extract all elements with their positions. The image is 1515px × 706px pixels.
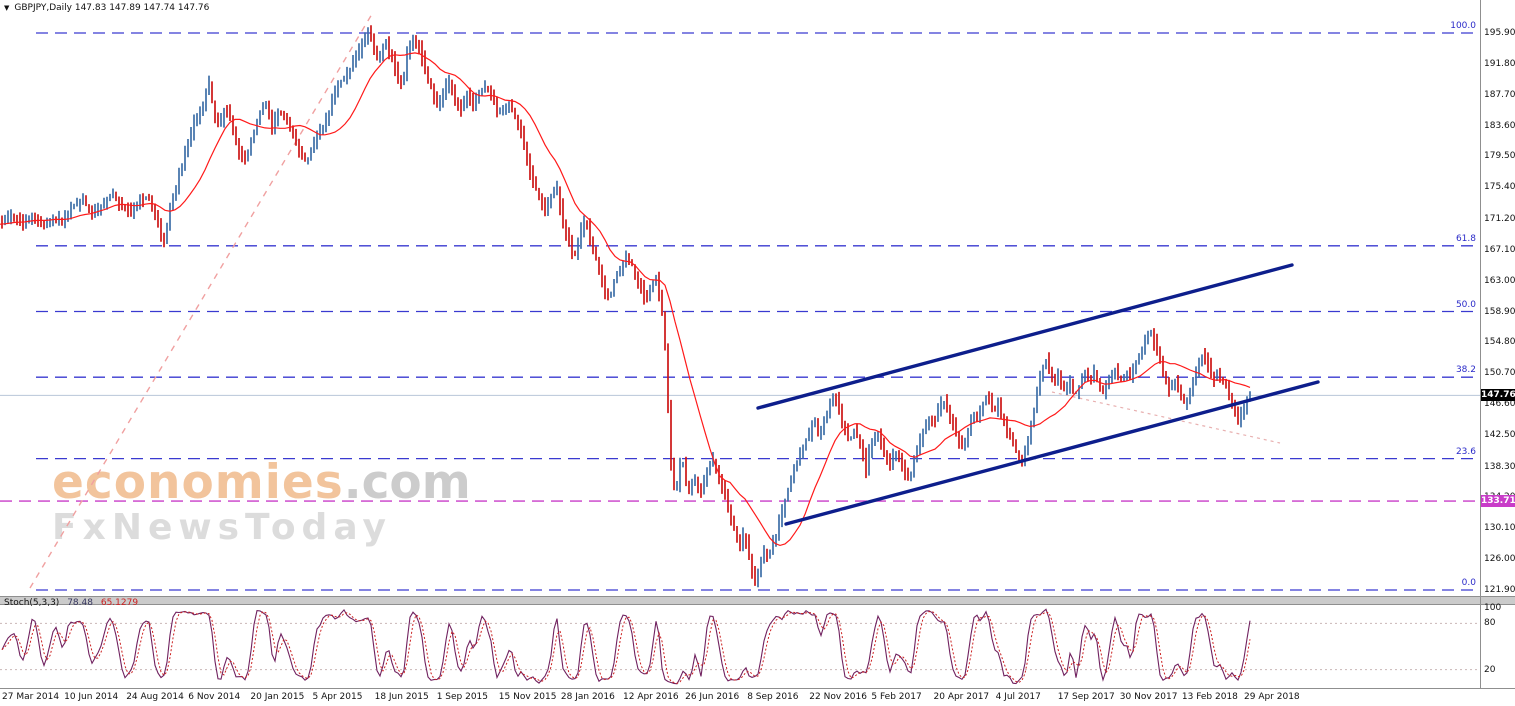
x-axis-label: 20 Apr 2017 (933, 692, 990, 702)
y-axis-label: 171.20 (1484, 213, 1515, 224)
symbol-ohlc-text: GBPJPY,Daily 147.83 147.89 147.74 147.76 (14, 3, 210, 13)
time-axis-border (0, 688, 1515, 689)
fib-level-label: 61.8 (1455, 233, 1476, 244)
price-badge: 147.76 (1481, 389, 1515, 402)
watermark-line1: economies.com (52, 458, 471, 507)
y-axis-label: 163.00 (1484, 275, 1515, 286)
x-axis-label: 15 Nov 2015 (498, 692, 557, 702)
indicator-label: Stoch(5,3,3) 78.48 65.1279 (4, 598, 138, 608)
indicator-axis-label: 20 (1484, 664, 1496, 675)
y-axis-label: 187.70 (1484, 89, 1515, 100)
watermark-brand: economies (52, 455, 344, 510)
price-badge: 133.71 (1481, 495, 1515, 508)
indicator-axis-label: 80 (1484, 618, 1496, 629)
y-axis-label: 175.40 (1484, 182, 1515, 193)
indicator-axis-label: 100 (1484, 603, 1502, 613)
x-axis-label: 10 Jun 2014 (64, 692, 119, 702)
fib-level-label: 38.2 (1455, 365, 1476, 376)
y-axis-label: 142.50 (1484, 429, 1515, 440)
y-axis-label: 154.80 (1484, 337, 1515, 348)
watermark-subbrand: FxNewsToday (52, 507, 392, 549)
y-axis-label: 158.90 (1484, 306, 1515, 317)
x-axis-label: 24 Aug 2014 (126, 692, 184, 702)
x-axis-label: 28 Jan 2016 (560, 692, 615, 702)
x-axis-label: 13 Feb 2018 (1181, 692, 1238, 702)
x-axis-label: 22 Nov 2016 (809, 692, 867, 702)
y-axis-label: 138.30 (1484, 461, 1515, 472)
indicator-k-value: 78.48 (67, 598, 93, 608)
indicator-name: Stoch(5,3,3) (4, 598, 60, 608)
watermark-suffix: .com (343, 455, 471, 510)
symbol-info: ▼ GBPJPY,Daily 147.83 147.89 147.74 147.… (4, 3, 209, 13)
x-axis-label: 30 Nov 2017 (1119, 692, 1178, 702)
x-axis-label: 5 Feb 2017 (871, 692, 922, 702)
x-axis-label: 8 Sep 2016 (747, 692, 799, 702)
x-axis-label: 20 Jan 2015 (250, 692, 305, 702)
x-axis-label: 6 Nov 2014 (188, 692, 241, 702)
fib-level-label: 0.0 (1461, 578, 1476, 588)
fib-level-label: 50.0 (1455, 299, 1476, 310)
y-axis-label: 191.80 (1484, 58, 1515, 69)
panel-separator[interactable] (0, 596, 1515, 605)
y-axis-label: 150.70 (1484, 368, 1515, 379)
price-axis-border (1480, 0, 1481, 688)
x-axis-label: 27 Mar 2014 (2, 692, 60, 702)
y-axis-label: 195.90 (1484, 28, 1515, 38)
x-axis-label: 17 Sep 2017 (1057, 692, 1115, 702)
fib-level-label: 23.6 (1455, 446, 1476, 457)
fib-level-label: 100.0 (1450, 21, 1476, 31)
y-axis-label: 179.50 (1484, 151, 1515, 162)
dropdown-triangle-icon[interactable]: ▼ (4, 3, 10, 12)
watermark: economies.com FxNewsToday (52, 458, 471, 547)
y-axis-label: 167.10 (1484, 244, 1515, 255)
x-axis-label: 29 Apr 2018 (1244, 692, 1300, 702)
x-axis-label: 18 Jun 2015 (374, 692, 429, 702)
x-axis-label: 12 Apr 2016 (623, 692, 679, 702)
y-axis-label: 183.60 (1484, 120, 1515, 131)
x-axis-label: 4 Jul 2017 (995, 692, 1041, 702)
x-axis-label: 1 Sep 2015 (436, 692, 489, 702)
x-axis-label: 5 Apr 2015 (312, 692, 363, 702)
indicator-d-value: 65.1279 (100, 598, 139, 608)
y-axis-label: 121.90 (1484, 585, 1515, 595)
y-axis-label: 126.00 (1484, 554, 1515, 565)
y-axis-label: 146.60 (1484, 399, 1515, 410)
y-axis-label: 130.10 (1484, 523, 1515, 534)
x-axis-label: 26 Jun 2016 (685, 692, 740, 702)
